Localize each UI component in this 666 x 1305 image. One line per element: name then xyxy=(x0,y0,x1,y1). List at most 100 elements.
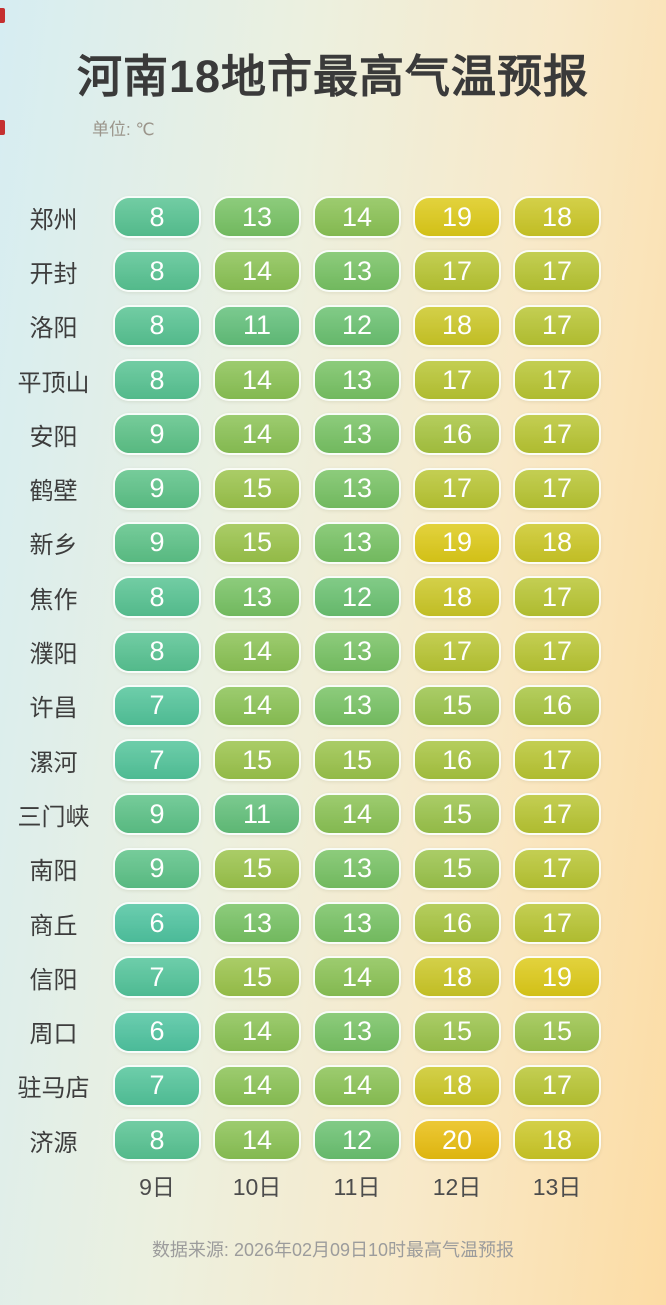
temp-cell: 17 xyxy=(507,739,607,782)
temp-cell: 16 xyxy=(507,684,607,727)
temp-pill: 13 xyxy=(313,250,401,293)
footer-source: 数据来源: 2026年02月09日10时最高气温预报 xyxy=(151,1240,515,1260)
temp-pill: 17 xyxy=(513,359,601,402)
temp-cell: 14 xyxy=(307,956,407,999)
temp-pill: 16 xyxy=(513,684,601,727)
temp-pill: 14 xyxy=(213,359,301,402)
temp-pill: 14 xyxy=(213,250,301,293)
temp-cell: 17 xyxy=(507,793,607,836)
temp-pill: 17 xyxy=(513,902,601,944)
temp-pill: 11 xyxy=(213,304,301,347)
temp-cell: 15 xyxy=(307,739,407,782)
temp-cell: 7 xyxy=(107,684,207,727)
temp-pill: 17 xyxy=(413,630,501,673)
date-label: 9日 xyxy=(139,1174,175,1200)
temp-pill: 6 xyxy=(113,1010,201,1053)
temp-pill: 18 xyxy=(413,1064,501,1107)
city-label: 驻马店 xyxy=(17,1075,90,1103)
temp-cell: 13 xyxy=(307,630,407,673)
temp-pill: 17 xyxy=(513,413,601,456)
temp-cell: 17 xyxy=(507,359,607,402)
temp-cell: 14 xyxy=(307,1064,407,1107)
table-row: 济源 8 14 12 20 18 xyxy=(0,1113,666,1167)
temp-pill: 15 xyxy=(313,739,401,782)
temp-cell: 14 xyxy=(207,1064,307,1107)
temp-cell: 14 xyxy=(207,1010,307,1053)
temp-cell: 19 xyxy=(407,521,507,564)
temp-pill: 18 xyxy=(413,304,501,347)
temp-pill: 14 xyxy=(213,1064,301,1107)
temp-cell: 8 xyxy=(107,250,207,293)
temp-pill: 9 xyxy=(113,413,201,456)
temp-cell: 12 xyxy=(307,1119,407,1162)
temp-cell: 16 xyxy=(407,739,507,782)
temp-pill: 14 xyxy=(213,1119,301,1162)
city-label: 漯河 xyxy=(29,749,78,777)
temp-pill: 17 xyxy=(513,576,601,619)
temp-pill: 7 xyxy=(113,1064,201,1107)
temp-pill: 18 xyxy=(513,521,601,564)
temp-pill: 15 xyxy=(513,1010,601,1053)
table-row: 新乡 9 15 13 19 18 xyxy=(0,516,666,570)
unit-label: 单位: ℃ xyxy=(92,120,155,139)
temp-cell: 15 xyxy=(207,521,307,564)
city-label: 三门峡 xyxy=(17,803,90,831)
temp-cell: 15 xyxy=(207,847,307,890)
temp-pill: 13 xyxy=(313,359,401,402)
temp-pill: 17 xyxy=(513,1064,601,1107)
date-label: 12日 xyxy=(432,1174,482,1200)
temp-pill: 13 xyxy=(313,847,401,890)
temp-cell: 18 xyxy=(507,521,607,564)
temp-cell: 17 xyxy=(407,630,507,673)
city-label: 南阳 xyxy=(29,858,78,886)
temp-cell: 14 xyxy=(307,196,407,239)
temp-pill: 13 xyxy=(313,684,401,727)
temp-pill: 13 xyxy=(213,576,301,619)
temp-pill: 8 xyxy=(113,359,201,402)
temp-pill: 17 xyxy=(413,359,501,402)
table-row: 鹤壁 9 15 13 17 17 xyxy=(0,461,666,515)
temp-pill: 17 xyxy=(513,630,601,673)
temp-cell: 13 xyxy=(307,413,407,456)
temp-pill: 13 xyxy=(313,467,401,510)
temp-pill: 14 xyxy=(213,1010,301,1053)
temp-pill: 9 xyxy=(113,521,201,564)
table-row: 郑州 8 13 14 19 18 xyxy=(0,190,666,244)
temp-cell: 19 xyxy=(507,956,607,999)
temp-cell: 9 xyxy=(107,413,207,456)
temp-pill: 13 xyxy=(313,521,401,564)
temp-cell: 15 xyxy=(207,956,307,999)
temp-pill: 15 xyxy=(213,956,301,999)
temp-cell: 18 xyxy=(507,1119,607,1162)
temp-pill: 12 xyxy=(313,1119,401,1162)
temp-cell: 13 xyxy=(307,250,407,293)
table-row: 安阳 9 14 13 16 17 xyxy=(0,407,666,461)
temp-pill: 15 xyxy=(413,847,501,890)
temp-pill: 17 xyxy=(513,847,601,890)
temp-cell: 18 xyxy=(407,576,507,619)
city-label: 许昌 xyxy=(29,695,78,723)
temp-cell: 8 xyxy=(107,304,207,347)
table-row: 濮阳 8 14 13 17 17 xyxy=(0,624,666,678)
temp-cell: 8 xyxy=(107,359,207,402)
city-label: 新乡 xyxy=(29,532,78,560)
temp-cell: 17 xyxy=(507,576,607,619)
date-label: 10日 xyxy=(232,1174,282,1200)
temp-cell: 15 xyxy=(407,1010,507,1053)
temp-cell: 14 xyxy=(207,684,307,727)
temp-cell: 9 xyxy=(107,793,207,836)
temp-cell: 16 xyxy=(407,902,507,944)
city-label: 焦作 xyxy=(29,586,78,614)
temp-cell: 14 xyxy=(207,630,307,673)
temp-pill: 17 xyxy=(513,793,601,836)
temp-pill: 16 xyxy=(413,413,501,456)
temp-pill: 8 xyxy=(113,1119,201,1162)
temp-cell: 9 xyxy=(107,521,207,564)
temp-pill: 14 xyxy=(313,1064,401,1107)
temp-cell: 12 xyxy=(307,576,407,619)
temp-pill: 9 xyxy=(113,847,201,890)
temp-cell: 13 xyxy=(307,521,407,564)
table-row: 许昌 7 14 13 15 16 xyxy=(0,679,666,733)
temp-cell: 7 xyxy=(107,739,207,782)
temp-cell: 13 xyxy=(207,576,307,619)
